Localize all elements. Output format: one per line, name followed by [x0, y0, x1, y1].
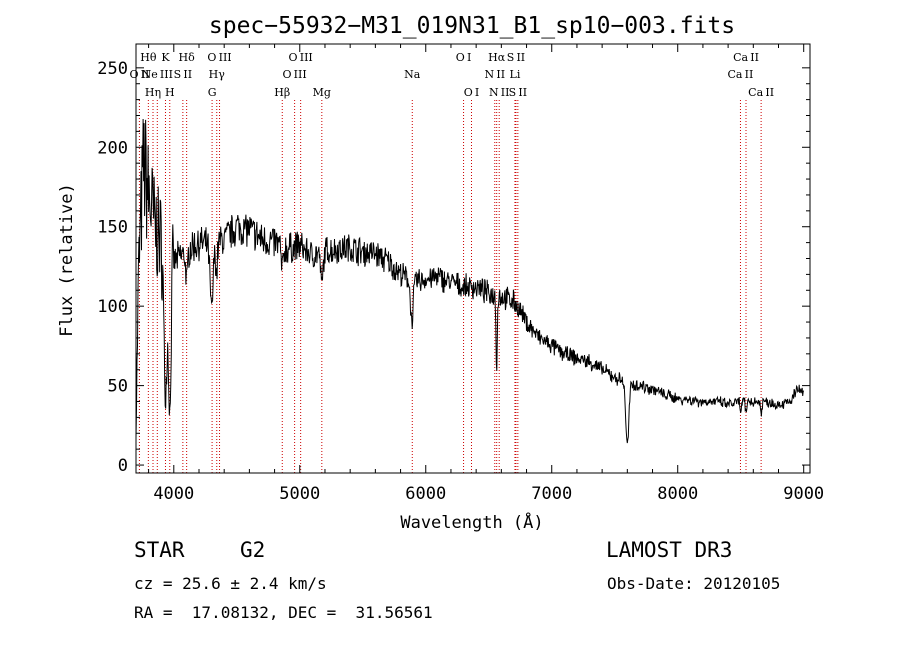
x-tick-label: 8000 [657, 484, 698, 504]
y-tick-label: 150 [97, 218, 128, 238]
x-tick-label: 4000 [153, 484, 194, 504]
object-class: STAR [134, 538, 185, 562]
spectrum-line [135, 118, 805, 444]
chart-title: spec−55932−M31_019N31_B1_sp10−003.fits [209, 13, 735, 39]
x-tick-label: 6000 [405, 484, 446, 504]
line-label: H [165, 86, 175, 99]
line-label: Ca II [733, 51, 759, 64]
y-tick-label: 0 [118, 456, 128, 476]
line-label: S II [509, 86, 527, 99]
line-label: Mg [313, 86, 331, 99]
y-axis: 0 50 100 150 200 250 [97, 59, 810, 476]
x-tick-label: 9000 [783, 484, 824, 504]
x-tick-label: 7000 [531, 484, 572, 504]
y-tick-label: 250 [97, 59, 128, 79]
line-label: Ca II [748, 86, 774, 99]
line-label: Hγ [209, 68, 226, 81]
redshift-text: cz = 25.6 ± 2.4 km/s [134, 574, 327, 593]
line-label: S II [507, 51, 525, 64]
x-axis-label: Wavelength (Å) [400, 511, 543, 533]
line-labels: O II Hθ Hη Ne III K H S II Hδ G Hγ O III Hβ O III O I… [129, 51, 774, 99]
line-label: Hη [145, 86, 161, 99]
line-label: O III [289, 51, 313, 64]
y-axis-label: Flux (relative) [57, 183, 77, 337]
line-label: K [161, 51, 170, 64]
line-label: O III [282, 68, 306, 81]
line-label: N II [489, 86, 510, 99]
line-label: Hδ [179, 51, 196, 64]
object-subclass: G2 [240, 538, 266, 562]
x-axis: 4000 5000 6000 7000 8000 9000 [148, 44, 824, 504]
obs-date: Obs-Date: 20120105 [607, 574, 781, 593]
line-label: Hα [488, 51, 506, 64]
survey-name: LAMOST DR3 [606, 538, 733, 562]
y-tick-label: 200 [97, 138, 128, 158]
line-label: Na [404, 68, 421, 81]
line-label: S II [174, 68, 192, 81]
line-label: O III [207, 51, 231, 64]
plot-frame [135, 43, 811, 474]
line-label: Hβ [274, 86, 290, 99]
line-label: Ca II [728, 68, 754, 81]
line-label: Li [510, 68, 521, 81]
x-tick-label: 5000 [279, 484, 320, 504]
y-tick-label: 50 [108, 377, 128, 397]
line-label: O I [464, 86, 480, 99]
line-label: O II [129, 68, 149, 81]
y-tick-label: 100 [97, 297, 128, 317]
line-label: O I [456, 51, 472, 64]
line-label: N II [485, 68, 506, 81]
line-label: Hθ [140, 51, 157, 64]
coordinates-text: RA = 17.08132, DEC = 31.56561 [134, 603, 433, 622]
line-label: Ne III [142, 68, 173, 81]
line-label: G [208, 86, 217, 99]
